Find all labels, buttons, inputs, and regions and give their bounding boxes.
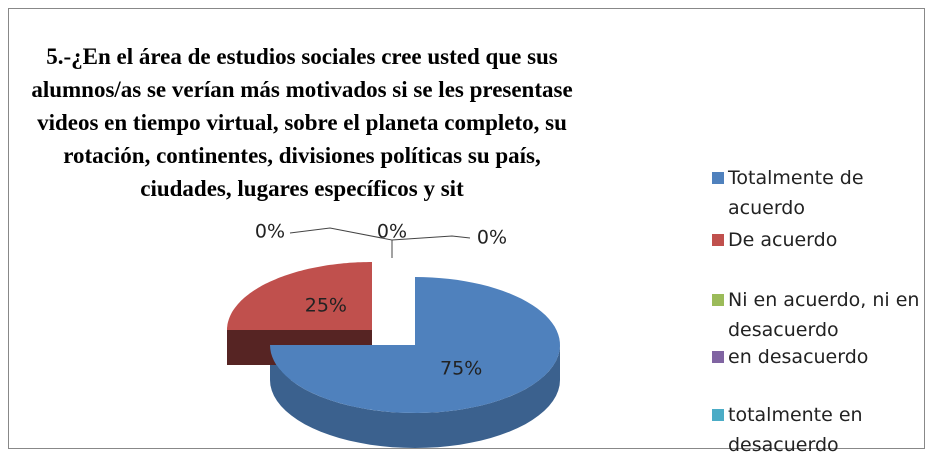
legend-item: totalmente en desacuerdo xyxy=(712,400,922,460)
legend-item: Totalmente de acuerdo xyxy=(712,163,922,223)
legend-label: en desacuerdo xyxy=(728,346,869,368)
slice xyxy=(270,277,560,413)
legend-item: De acuerdo xyxy=(712,225,922,255)
chart-title: 5.-¿En el área de estudios sociales cree… xyxy=(31,44,573,201)
legend-label: Ni en acuerdo, ni en desacuerdo xyxy=(728,289,920,341)
slice-side xyxy=(270,345,560,448)
data-label: 0% xyxy=(377,221,407,243)
legend-swatch xyxy=(712,234,724,246)
legend-item: Ni en acuerdo, ni en desacuerdo xyxy=(712,285,922,345)
data-label: 75% xyxy=(440,358,482,380)
legend-label: totalmente en desacuerdo xyxy=(728,404,863,456)
legend-label: De acuerdo xyxy=(728,229,838,251)
data-label: 0% xyxy=(477,227,507,249)
legend-swatch xyxy=(712,172,724,184)
legend-swatch xyxy=(712,351,724,363)
chart-frame xyxy=(8,8,925,449)
leader-line xyxy=(289,227,471,258)
legend-item: en desacuerdo xyxy=(712,342,922,372)
legend-swatch xyxy=(712,409,724,421)
data-label: 25% xyxy=(305,294,347,316)
data-label: 0% xyxy=(255,221,285,243)
slice xyxy=(227,262,372,330)
legend-swatch xyxy=(712,294,724,306)
legend-label: Totalmente de acuerdo xyxy=(728,167,864,219)
